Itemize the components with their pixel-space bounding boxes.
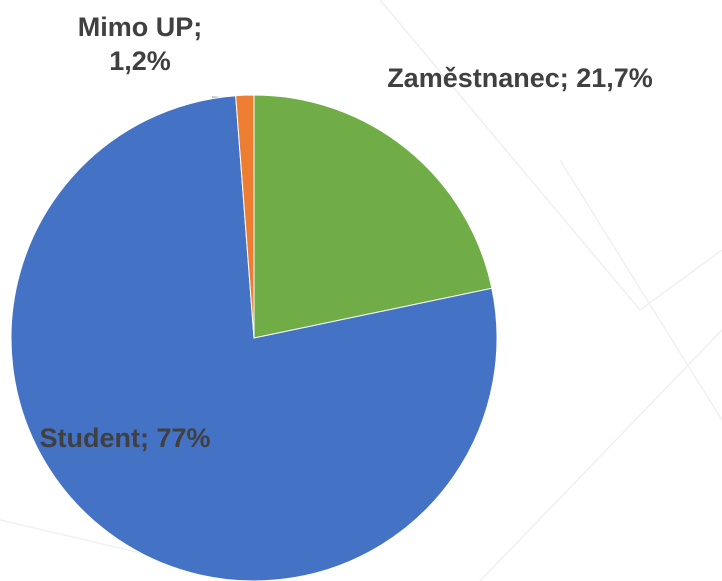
data-label: Zaměstnanec; 21,7% bbox=[387, 63, 653, 93]
pie-slice bbox=[10, 95, 498, 581]
pie-slice bbox=[235, 94, 255, 339]
data-label: Mimo UP; 1,2% bbox=[77, 12, 203, 76]
pie-slice bbox=[253, 94, 493, 339]
data-label: Student; 77% bbox=[39, 423, 211, 453]
